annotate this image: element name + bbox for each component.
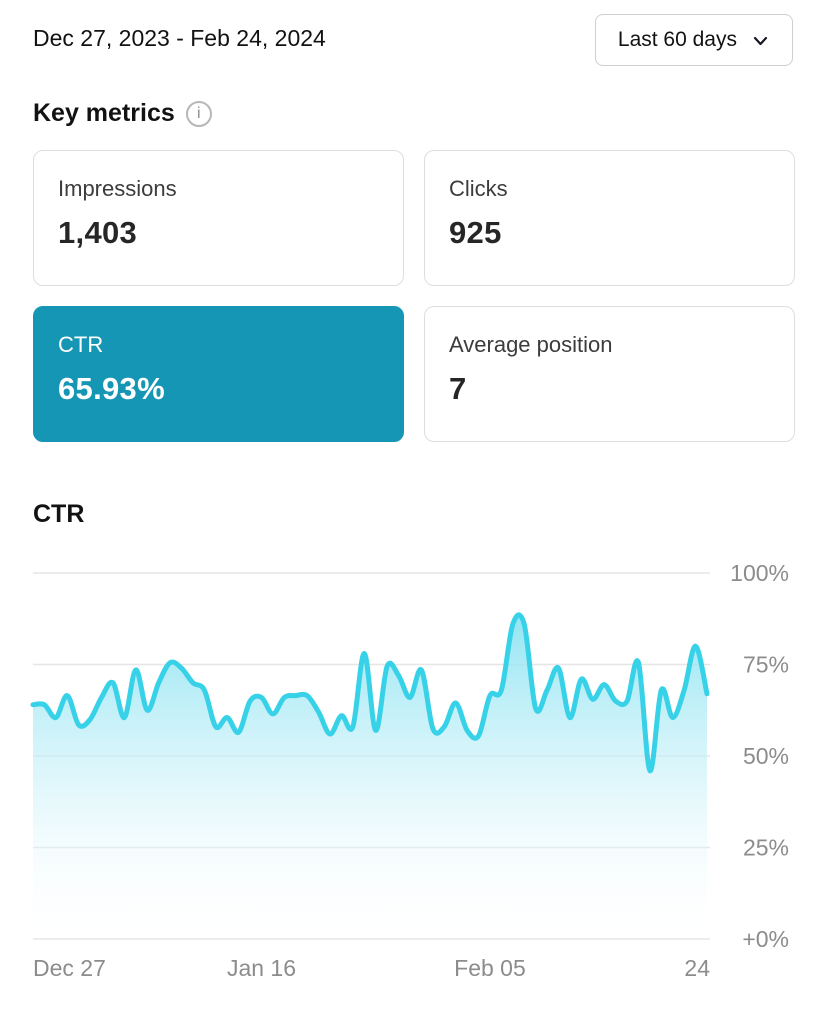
metric-card-ctr[interactable]: CTR 65.93% (33, 306, 404, 442)
info-icon[interactable]: i (185, 100, 212, 127)
y-axis-tick-label: 100% (730, 560, 789, 586)
metric-card-label: Clicks (449, 176, 508, 201)
date-range-selector-label: Last 60 days (617, 28, 737, 51)
y-axis-tick-label: 25% (743, 835, 789, 861)
metric-card-average-position[interactable]: Average position 7 (424, 306, 795, 442)
metric-card-value: 65.93% (58, 371, 165, 406)
metric-card-value: 925 (449, 215, 502, 250)
y-axis-tick-label: 50% (743, 743, 789, 769)
metric-card-label: Average position (449, 332, 613, 357)
metric-card-impressions[interactable]: Impressions 1,403 (33, 150, 404, 286)
x-axis-tick-label: 24 (684, 955, 710, 981)
metric-card-value: 1,403 (58, 215, 138, 250)
key-metrics-title: Key metrics (33, 99, 175, 127)
date-range-selector-button[interactable]: Last 60 days (594, 14, 793, 66)
y-axis-tick-label: 75% (743, 652, 789, 678)
chart-area-fill (33, 614, 707, 939)
chart-title: CTR (33, 500, 85, 528)
x-axis-tick-label: Jan 16 (227, 955, 296, 981)
x-axis-tick-label: Feb 05 (454, 955, 526, 981)
chevron-down-icon (753, 36, 768, 45)
metric-card-label: CTR (58, 332, 104, 357)
x-axis-tick-label: Dec 27 (33, 955, 106, 981)
metric-card-value: 7 (449, 371, 467, 406)
key-metrics-heading: Key metrics i (33, 99, 212, 128)
key-metrics-cards: Impressions 1,403 Clicks 925 CTR 65.93% … (33, 150, 795, 442)
ctr-area-chart: 100% 75% 50% 25% +0% Dec 27 Jan 16 Feb 05 24 (0, 555, 828, 1025)
date-range-text: Dec 27, 2023 - Feb 24, 2024 (33, 25, 326, 51)
y-axis-tick-label: +0% (742, 926, 789, 952)
chart-line (30, 612, 710, 774)
metric-card-clicks[interactable]: Clicks 925 (424, 150, 795, 286)
metric-card-label: Impressions (58, 176, 177, 201)
chart-canvas: 100% 75% 50% 25% +0% Dec 27 Jan 16 Feb 05 24 (30, 560, 789, 981)
